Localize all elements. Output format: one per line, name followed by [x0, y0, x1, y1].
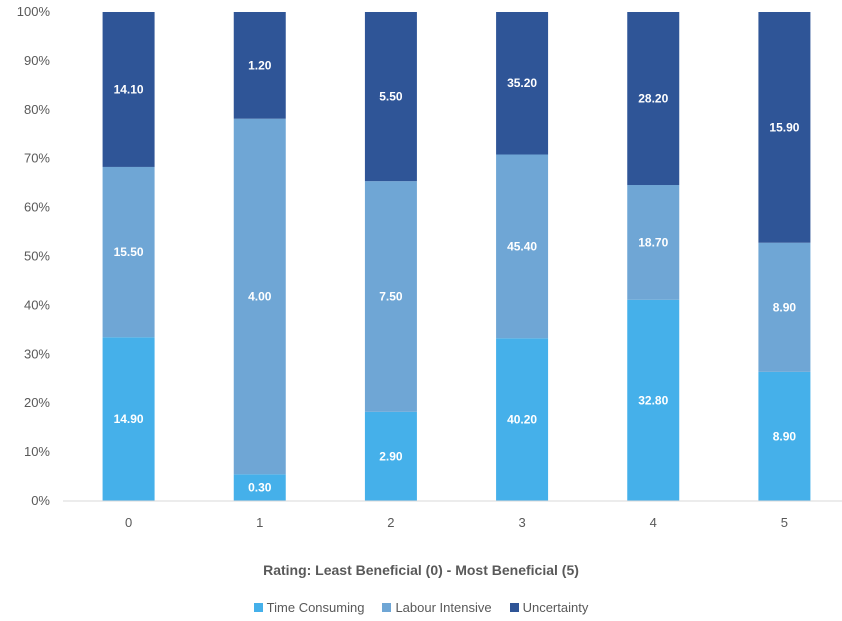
y-tick-label: 20%: [24, 395, 50, 410]
bar-segment-time-consuming: [364, 411, 417, 501]
y-tick-label: 30%: [24, 346, 50, 361]
data-label-time-consuming: 40.20: [507, 413, 537, 427]
y-tick-label: 70%: [24, 151, 50, 166]
legend-label: Uncertainty: [522, 600, 589, 615]
y-axis-ticks: 0% 10% 20% 30% 40% 50% 60% 70% 80% 90% 100%: [17, 4, 51, 508]
legend-item-uncertainty: Uncertainty: [509, 600, 589, 615]
legend-item-time-consuming: Time Consuming: [253, 600, 365, 615]
x-tick-label: 2: [387, 515, 394, 530]
bar-segment-labour-intensive: [496, 154, 549, 339]
x-tick-label: 1: [256, 515, 263, 530]
bar-segment-uncertainty: [102, 12, 155, 167]
bar-segment-uncertainty: [233, 12, 286, 119]
y-tick-label: 10%: [24, 444, 50, 459]
legend-swatch: [253, 603, 263, 612]
data-label-labour-intensive: 15.50: [114, 245, 144, 259]
bar-segment-labour-intensive: [364, 181, 417, 412]
data-label-labour-intensive: 7.50: [379, 289, 403, 303]
bar-segment-time-consuming: [102, 337, 155, 501]
data-label-uncertainty: 28.20: [638, 92, 668, 106]
bar-segment-time-consuming: [627, 299, 680, 501]
bar-segment-time-consuming: [233, 474, 286, 501]
bar-segment-uncertainty: [496, 12, 549, 155]
y-tick-label: 0%: [31, 493, 50, 508]
bar-segment-labour-intensive: [233, 118, 286, 475]
data-label-labour-intensive: 45.40: [507, 239, 537, 253]
bar-segment-labour-intensive: [758, 242, 811, 372]
bar-segments: 14.90 15.50 14.10 0.30 4.00 1.20 2.90 7.50 5.50 4…: [102, 12, 811, 501]
data-label-uncertainty: 15.90: [769, 120, 799, 134]
bar-segment-uncertainty: [758, 12, 811, 243]
data-label-uncertainty: 5.50: [379, 90, 403, 104]
data-label-labour-intensive: 18.70: [638, 235, 668, 249]
bar-segment-uncertainty: [627, 12, 680, 186]
legend-swatch: [382, 603, 392, 612]
x-tick-label: 3: [518, 515, 525, 530]
data-label-labour-intensive: 4.00: [248, 290, 272, 304]
legend-item-labour-intensive: Labour Intensive: [382, 600, 492, 615]
data-label-uncertainty: 14.10: [114, 82, 144, 96]
bar-segment-time-consuming: [758, 371, 811, 501]
y-tick-label: 40%: [24, 297, 50, 312]
bar-segment-labour-intensive: [627, 185, 680, 300]
y-tick-label: 80%: [24, 102, 50, 117]
data-label-uncertainty: 1.20: [248, 58, 272, 72]
y-tick-label: 100%: [17, 4, 51, 19]
x-axis-ticks: 0 1 2 3 4 5: [125, 515, 788, 530]
y-tick-label: 60%: [24, 200, 50, 215]
data-label-time-consuming: 0.30: [248, 481, 272, 495]
legend-label: Labour Intensive: [395, 600, 492, 615]
y-tick-label: 90%: [24, 53, 50, 68]
legend: Time Consuming Labour Intensive Uncertai…: [0, 600, 842, 615]
bar-segment-uncertainty: [364, 12, 417, 182]
x-tick-label: 0: [125, 515, 132, 530]
y-tick-label: 50%: [24, 249, 50, 264]
bar-segment-time-consuming: [496, 338, 549, 501]
data-label-time-consuming: 32.80: [638, 393, 668, 407]
x-axis-title: Rating: Least Beneficial (0) - Most Bene…: [263, 562, 579, 578]
x-tick-label: 4: [650, 515, 657, 530]
data-label-time-consuming: 8.90: [773, 429, 797, 443]
data-label-labour-intensive: 8.90: [773, 300, 797, 314]
legend-swatch: [509, 603, 519, 612]
x-tick-label: 5: [781, 515, 788, 530]
data-label-time-consuming: 14.90: [114, 412, 144, 426]
data-label-uncertainty: 35.20: [507, 76, 537, 90]
data-label-time-consuming: 2.90: [379, 449, 403, 463]
legend-label: Time Consuming: [266, 600, 365, 615]
bar-segment-labour-intensive: [102, 166, 155, 338]
